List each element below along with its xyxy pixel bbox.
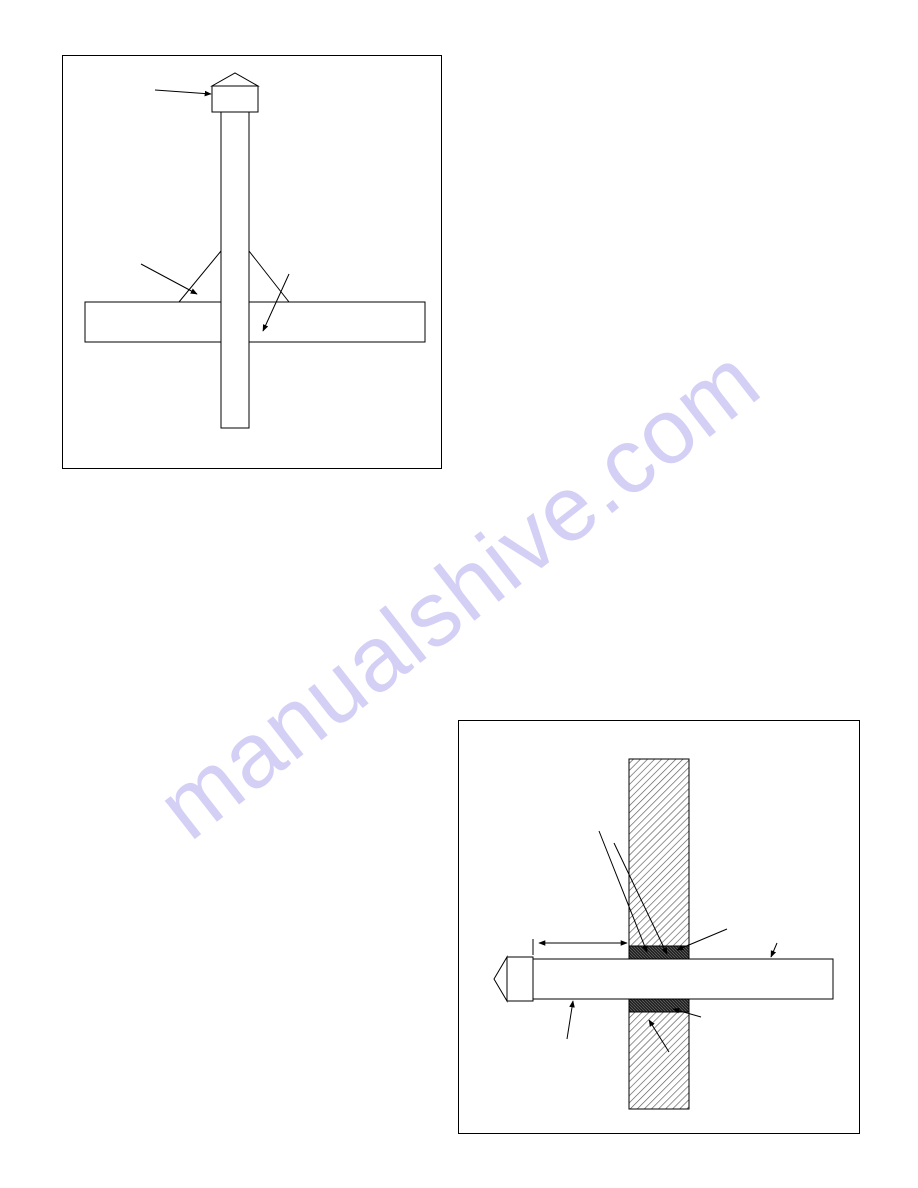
figure-1-svg (63, 56, 441, 468)
figure-wall-penetration (458, 720, 860, 1134)
figure-vertical-pipe (62, 55, 442, 469)
figure-2-svg (459, 721, 859, 1133)
